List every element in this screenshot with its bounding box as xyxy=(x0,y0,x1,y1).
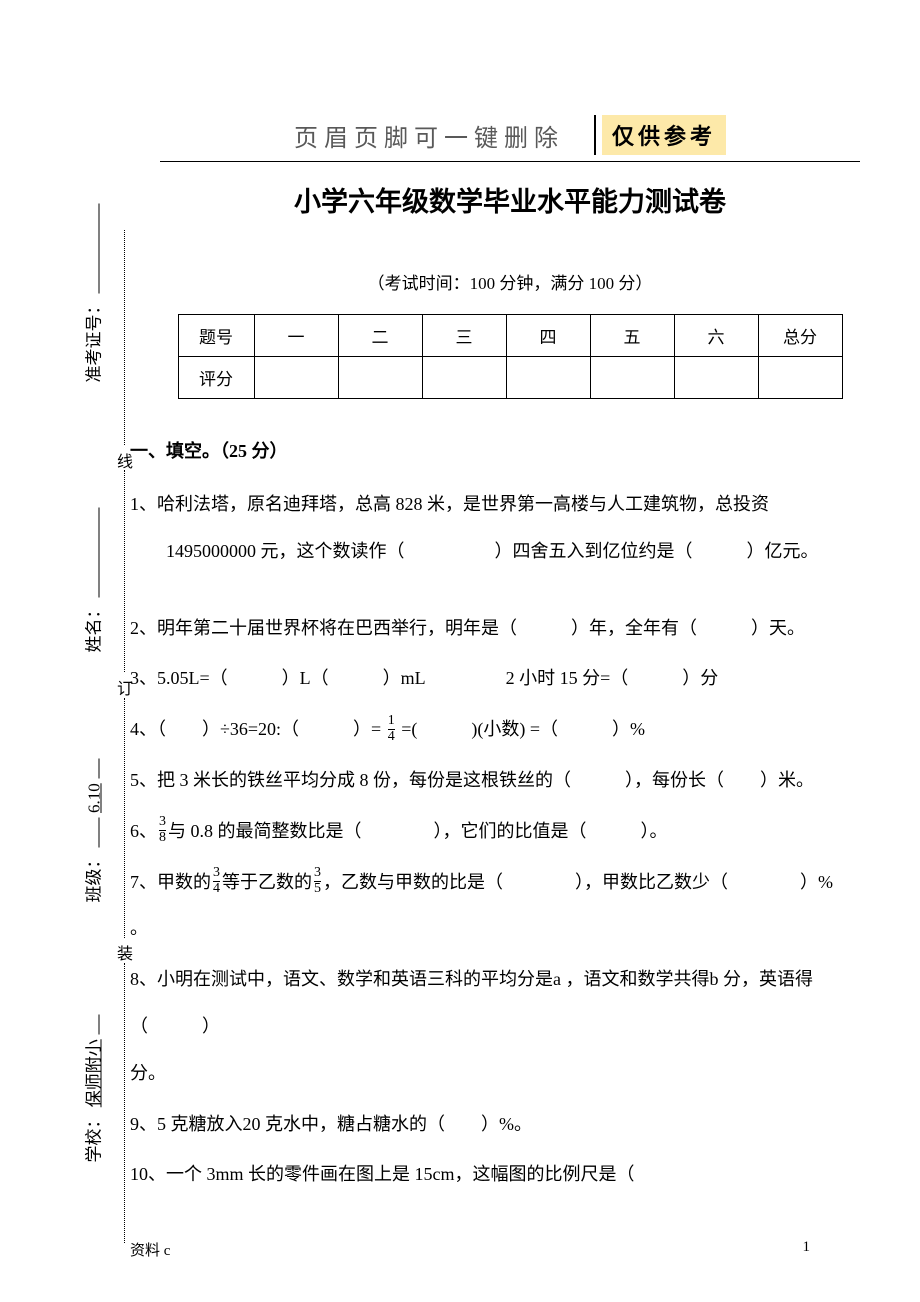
question-5: 5、把 3 米长的铁丝平均分成 8 份，每份是这根铁丝的（ ），每份长（ ）米。 xyxy=(130,757,850,804)
frac-num: 3 xyxy=(159,815,166,830)
th-col: 三 xyxy=(422,315,506,357)
section-1-title: 一、填空。（25 分） xyxy=(130,437,890,463)
th-col: 一 xyxy=(254,315,338,357)
exam-subtitle: （考试时间：100 分钟，满分 100 分） xyxy=(130,269,890,294)
side-name-label: 姓名： xyxy=(85,602,104,653)
side-school-value: 保师附小 xyxy=(85,1039,104,1107)
side-class: 班级： 6.10 xyxy=(80,823,105,903)
side-school: 学校： 保师附小 xyxy=(80,1083,105,1163)
q6-b: 与 0.8 的最简整数比是（ ），它们的比值是（ ）。 xyxy=(168,821,668,841)
question-6: 6、 3 8 与 0.8 的最简整数比是（ ），它们的比值是（ ）。 xyxy=(130,808,850,855)
footer-page-number: 1 xyxy=(803,1239,811,1260)
score-table: 题号 一 二 三 四 五 六 总分 评分 xyxy=(178,314,843,399)
side-name: 姓名： xyxy=(80,573,105,653)
th-col: 五 xyxy=(590,315,674,357)
frac-num: 3 xyxy=(213,866,220,881)
table-row: 题号 一 二 三 四 五 六 总分 xyxy=(178,315,842,357)
frac-den: 4 xyxy=(213,881,220,897)
q3-part-b: 2 小时 15 分=（ ）分 xyxy=(506,655,719,702)
fraction-3-4: 3 4 xyxy=(213,866,220,896)
th-col: 二 xyxy=(338,315,422,357)
q7-d: 。 xyxy=(130,905,850,952)
exam-title: 小学六年级数学毕业水平能力测试卷 xyxy=(130,180,890,219)
td-cell xyxy=(506,357,590,399)
th-col: 四 xyxy=(506,315,590,357)
side-school-label: 学校： xyxy=(85,1112,104,1163)
header-note: 页眉页脚可一键删除 xyxy=(294,118,564,153)
q8-b: 分。 xyxy=(130,1050,850,1097)
td-cell xyxy=(674,357,758,399)
side-class-value: 6.10 xyxy=(85,783,104,813)
question-9: 9、5 克糖放入20 克水中，糖占糖水的（ ）%。 xyxy=(130,1101,850,1148)
header-rule xyxy=(160,161,860,162)
side-class-label: 班级： xyxy=(85,852,104,903)
th-col: 总分 xyxy=(758,315,842,357)
fraction-3-8: 3 8 xyxy=(159,815,166,845)
td-cell xyxy=(590,357,674,399)
q3-part-a: 3、5.05L=（ ）L（ ）mL xyxy=(130,655,426,702)
question-4: 4、（ ）÷36=20:（ ）= 1 4 =( )(小数) =（ ）% xyxy=(130,706,850,753)
frac-den: 5 xyxy=(314,881,321,897)
td-cell xyxy=(254,357,338,399)
th-label: 题号 xyxy=(178,315,254,357)
q1-line2: 1495000000 元，这个数读作（ ）四舍五入到亿位约是（ ）亿元。 xyxy=(130,528,850,575)
q4-b: =( )(小数) =（ ）% xyxy=(401,719,645,739)
header-row: 页眉页脚可一键删除 仅供参考 xyxy=(130,115,890,155)
q1-line1: 1、哈利法塔，原名迪拜塔，总高 828 米，是世界第一高楼与人工建筑物，总投资 xyxy=(130,494,769,514)
fraction-1-4: 1 4 xyxy=(388,714,395,744)
question-8: 8、小明在测试中，语文、数学和英语三科的平均分是a ，语文和数学共得b 分，英语… xyxy=(130,956,850,1096)
q7-b: 等于乙数的 xyxy=(222,872,312,892)
footer-left: 资料 c xyxy=(130,1239,170,1260)
frac-den: 4 xyxy=(388,729,395,745)
side-ticket: 准考证号： xyxy=(80,303,105,383)
page-content: 页眉页脚可一键删除 仅供参考 小学六年级数学毕业水平能力测试卷 （考试时间：10… xyxy=(130,0,890,1202)
question-7: 7、甲数的 3 4 等于乙数的 3 5 ，乙数与甲数的比是（ ），甲数比乙数少（… xyxy=(130,859,850,953)
q6-a: 6、 xyxy=(130,821,157,841)
question-10: 10、一个 3mm 长的零件画在图上是 15cm，这幅图的比例尺是（ xyxy=(130,1151,850,1198)
q7-a: 7、甲数的 xyxy=(130,872,211,892)
question-3: 3、5.05L=（ ）L（ ）mL 2 小时 15 分=（ ）分 xyxy=(130,655,850,702)
td-cell xyxy=(422,357,506,399)
q7-c: ，乙数与甲数的比是（ ），甲数比乙数少（ ）% xyxy=(323,872,833,892)
fraction-3-5: 3 5 xyxy=(314,866,321,896)
th-col: 六 xyxy=(674,315,758,357)
q8-a: 8、小明在测试中，语文、数学和英语三科的平均分是a ，语文和数学共得b 分，英语… xyxy=(130,969,813,1036)
td-cell xyxy=(338,357,422,399)
question-2: 2、明年第二十届世界杯将在巴西举行，明年是（ ）年，全年有（ ）天。 xyxy=(130,605,850,652)
q4-a: 4、（ ）÷36=20:（ ）= xyxy=(130,719,386,739)
badge-wrap: 仅供参考 xyxy=(594,115,726,155)
frac-den: 8 xyxy=(159,830,166,846)
question-1: 1、哈利法塔，原名迪拜塔，总高 828 米，是世界第一高楼与人工建筑物，总投资 … xyxy=(130,481,850,575)
table-row: 评分 xyxy=(178,357,842,399)
page-footer: 资料 c 1 xyxy=(130,1239,870,1260)
td-cell xyxy=(758,357,842,399)
reference-badge: 仅供参考 xyxy=(602,115,726,155)
frac-num: 1 xyxy=(388,714,395,729)
side-ticket-label: 准考证号： xyxy=(85,298,104,383)
badge-separator xyxy=(594,115,596,155)
td-label: 评分 xyxy=(178,357,254,399)
frac-num: 3 xyxy=(314,866,321,881)
questions-block: 1、哈利法塔，原名迪拜塔，总高 828 米，是世界第一高楼与人工建筑物，总投资 … xyxy=(130,481,890,1198)
